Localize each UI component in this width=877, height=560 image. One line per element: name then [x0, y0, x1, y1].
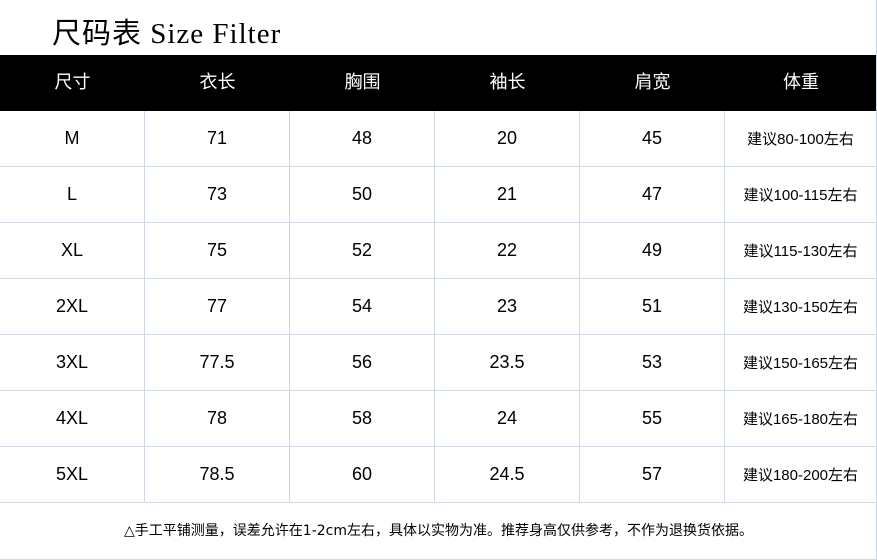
- table-cell: 75: [144, 222, 290, 279]
- table-row: XL 75 52 22 49 建议115-130左右: [0, 222, 877, 279]
- table-cell: 2XL: [0, 278, 145, 335]
- table-cell: 78.5: [144, 446, 290, 503]
- table-cell: 51: [579, 278, 725, 335]
- table-cell: 55: [579, 390, 725, 447]
- table-cell: 77: [144, 278, 290, 335]
- table-cell: 56: [289, 334, 435, 391]
- table-cell: 47: [579, 166, 725, 223]
- table-cell: 建议115-130左右: [724, 222, 877, 279]
- table-cell: 3XL: [0, 334, 145, 391]
- measurement-note: △手工平铺测量，误差允许在1-2cm左右，具体以实物为准。推荐身高仅供参考，不作…: [124, 523, 753, 539]
- size-table: M 71 48 20 45 建议80-100左右 L 73 50 21 47 建议100-115左右 X…: [0, 111, 877, 503]
- table-cell: 54: [289, 278, 435, 335]
- table-cell: 建议130-150左右: [724, 278, 877, 335]
- table-cell: L: [0, 166, 145, 223]
- table-row: 5XL 78.5 60 24.5 57 建议180-200左右: [0, 446, 877, 503]
- table-row: 4XL 78 58 24 55 建议165-180左右: [0, 390, 877, 447]
- table-cell: 23: [434, 278, 580, 335]
- table-cell: 73: [144, 166, 290, 223]
- table-cell: 60: [289, 446, 435, 503]
- table-cell: XL: [0, 222, 145, 279]
- table-cell: 建议165-180左右: [724, 390, 877, 447]
- table-cell: 24.5: [434, 446, 580, 503]
- table-cell: 4XL: [0, 390, 145, 447]
- table-header: 尺寸 衣长 胸围 袖长 肩宽 体重: [0, 55, 877, 111]
- table-cell: 建议150-165左右: [724, 334, 877, 391]
- table-cell: 45: [579, 111, 725, 167]
- table-cell: 5XL: [0, 446, 145, 503]
- column-header: 袖长: [489, 72, 526, 93]
- table-cell: 53: [579, 334, 725, 391]
- table-cell: 57: [579, 446, 725, 503]
- table-row: 3XL 77.5 56 23.5 53 建议150-165左右: [0, 334, 877, 391]
- table-cell: 建议100-115左右: [724, 166, 877, 223]
- table-cell: 23.5: [434, 334, 580, 391]
- column-header: 衣长: [199, 72, 236, 93]
- table-cell: 50: [289, 166, 435, 223]
- column-header: 胸围: [344, 72, 381, 93]
- table-cell: 49: [579, 222, 725, 279]
- table-cell: 建议80-100左右: [724, 111, 877, 167]
- table-row: M 71 48 20 45 建议80-100左右: [0, 111, 877, 167]
- table-cell: 58: [289, 390, 435, 447]
- column-header: 体重: [783, 72, 819, 93]
- table-row: 2XL 77 54 23 51 建议130-150左右: [0, 278, 877, 335]
- page-title: 尺码表 Size Filter: [52, 18, 282, 50]
- table-cell: 48: [289, 111, 435, 167]
- table-cell: M: [0, 111, 145, 167]
- table-cell: 建议180-200左右: [724, 446, 877, 503]
- column-header: 肩宽: [634, 72, 671, 93]
- table-cell: 71: [144, 111, 290, 167]
- table-cell: 77.5: [144, 334, 290, 391]
- table-cell: 52: [289, 222, 435, 279]
- table-cell: 20: [434, 111, 580, 167]
- table-cell: 22: [434, 222, 580, 279]
- column-header: 尺寸: [54, 72, 91, 93]
- table-cell: 78: [144, 390, 290, 447]
- table-row: L 73 50 21 47 建议100-115左右: [0, 166, 877, 223]
- table-cell: 24: [434, 390, 580, 447]
- table-cell: 21: [434, 166, 580, 223]
